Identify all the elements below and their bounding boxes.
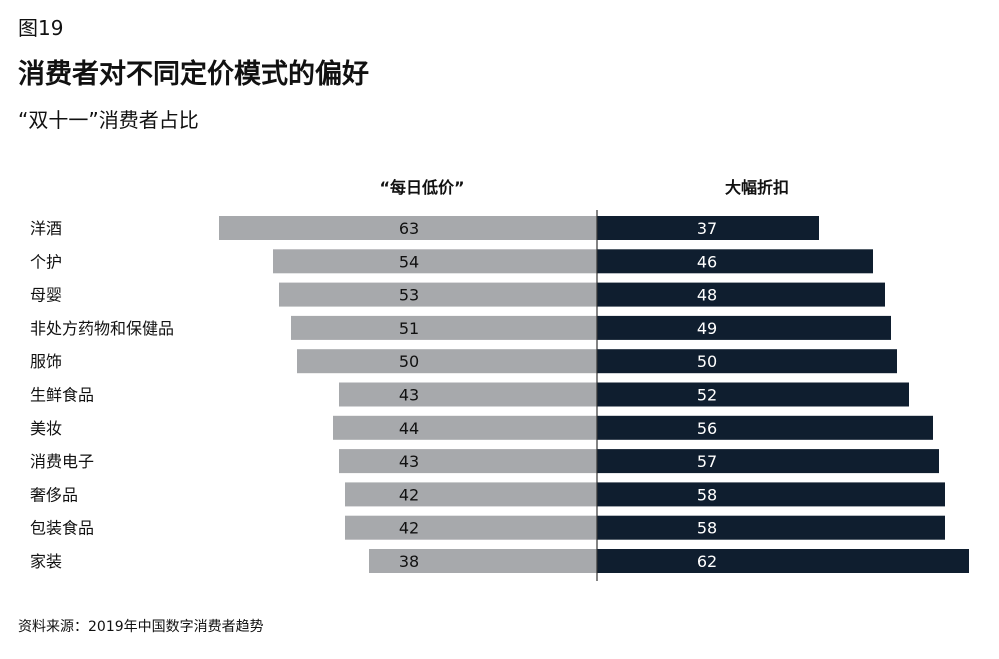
bar-deep-discount xyxy=(597,449,939,474)
bar-deep-discount xyxy=(597,482,945,507)
bar-everyday-low-price xyxy=(219,216,597,240)
bar-everyday-low-price xyxy=(273,249,597,274)
data-label-right: 48 xyxy=(697,286,717,305)
bar-deep-discount xyxy=(597,249,873,274)
category-label: 非处方药物和保健品 xyxy=(30,319,174,338)
category-label: 奢侈品 xyxy=(30,485,78,504)
data-label-right: 50 xyxy=(697,352,717,371)
data-label-left: 43 xyxy=(399,386,419,405)
category-label: 洋酒 xyxy=(30,219,62,238)
data-label-right: 58 xyxy=(697,519,717,538)
bar-deep-discount xyxy=(597,549,969,573)
category-label: 服饰 xyxy=(30,352,62,371)
series-header-right: 大幅折扣 xyxy=(725,178,789,197)
bar-everyday-low-price xyxy=(279,282,597,307)
category-label: 包装食品 xyxy=(30,519,94,538)
data-label-right: 46 xyxy=(697,252,717,271)
series-header-left: “每日低价” xyxy=(379,178,464,197)
bar-deep-discount xyxy=(597,515,945,540)
bar-deep-discount xyxy=(597,216,819,240)
bar-everyday-low-price xyxy=(345,515,597,540)
data-label-left: 50 xyxy=(399,352,419,371)
data-label-right: 52 xyxy=(697,386,717,405)
bar-deep-discount xyxy=(597,315,891,340)
bar-everyday-low-price xyxy=(291,315,597,340)
data-label-left: 44 xyxy=(399,419,419,438)
category-label: 母婴 xyxy=(30,286,62,305)
category-label: 生鲜食品 xyxy=(30,386,94,405)
data-label-left: 53 xyxy=(399,286,419,305)
category-label: 美妆 xyxy=(30,419,62,438)
category-label: 个护 xyxy=(30,252,62,271)
data-label-right: 62 xyxy=(697,552,717,571)
bar-everyday-low-price xyxy=(339,382,597,407)
data-label-left: 42 xyxy=(399,485,419,504)
bar-deep-discount xyxy=(597,415,933,440)
data-label-left: 63 xyxy=(399,219,419,238)
category-label: 消费电子 xyxy=(30,452,94,471)
bar-everyday-low-price xyxy=(345,482,597,507)
bar-everyday-low-price xyxy=(369,549,597,573)
bar-everyday-low-price xyxy=(339,449,597,474)
data-label-left: 38 xyxy=(399,552,419,571)
bar-everyday-low-price xyxy=(333,415,597,440)
source-note: 资料来源：2019年中国数字消费者趋势 xyxy=(18,619,264,635)
data-label-right: 49 xyxy=(697,319,717,338)
data-label-right: 56 xyxy=(697,419,717,438)
data-label-right: 37 xyxy=(697,219,717,238)
data-label-right: 58 xyxy=(697,485,717,504)
chart-title: 消费者对不同定价模式的偏好 xyxy=(18,59,369,90)
bar-deep-discount xyxy=(597,349,897,374)
data-label-right: 57 xyxy=(697,452,717,471)
data-label-left: 43 xyxy=(399,452,419,471)
bar-everyday-low-price xyxy=(297,349,597,374)
data-label-left: 42 xyxy=(399,519,419,538)
figure-label: 图19 xyxy=(18,16,64,40)
chart-subtitle: “双十一”消费者占比 xyxy=(18,108,199,132)
category-label: 家装 xyxy=(30,552,62,571)
bar-deep-discount xyxy=(597,382,909,407)
bar-deep-discount xyxy=(597,282,885,307)
data-label-left: 54 xyxy=(399,252,419,271)
data-label-left: 51 xyxy=(399,319,419,338)
